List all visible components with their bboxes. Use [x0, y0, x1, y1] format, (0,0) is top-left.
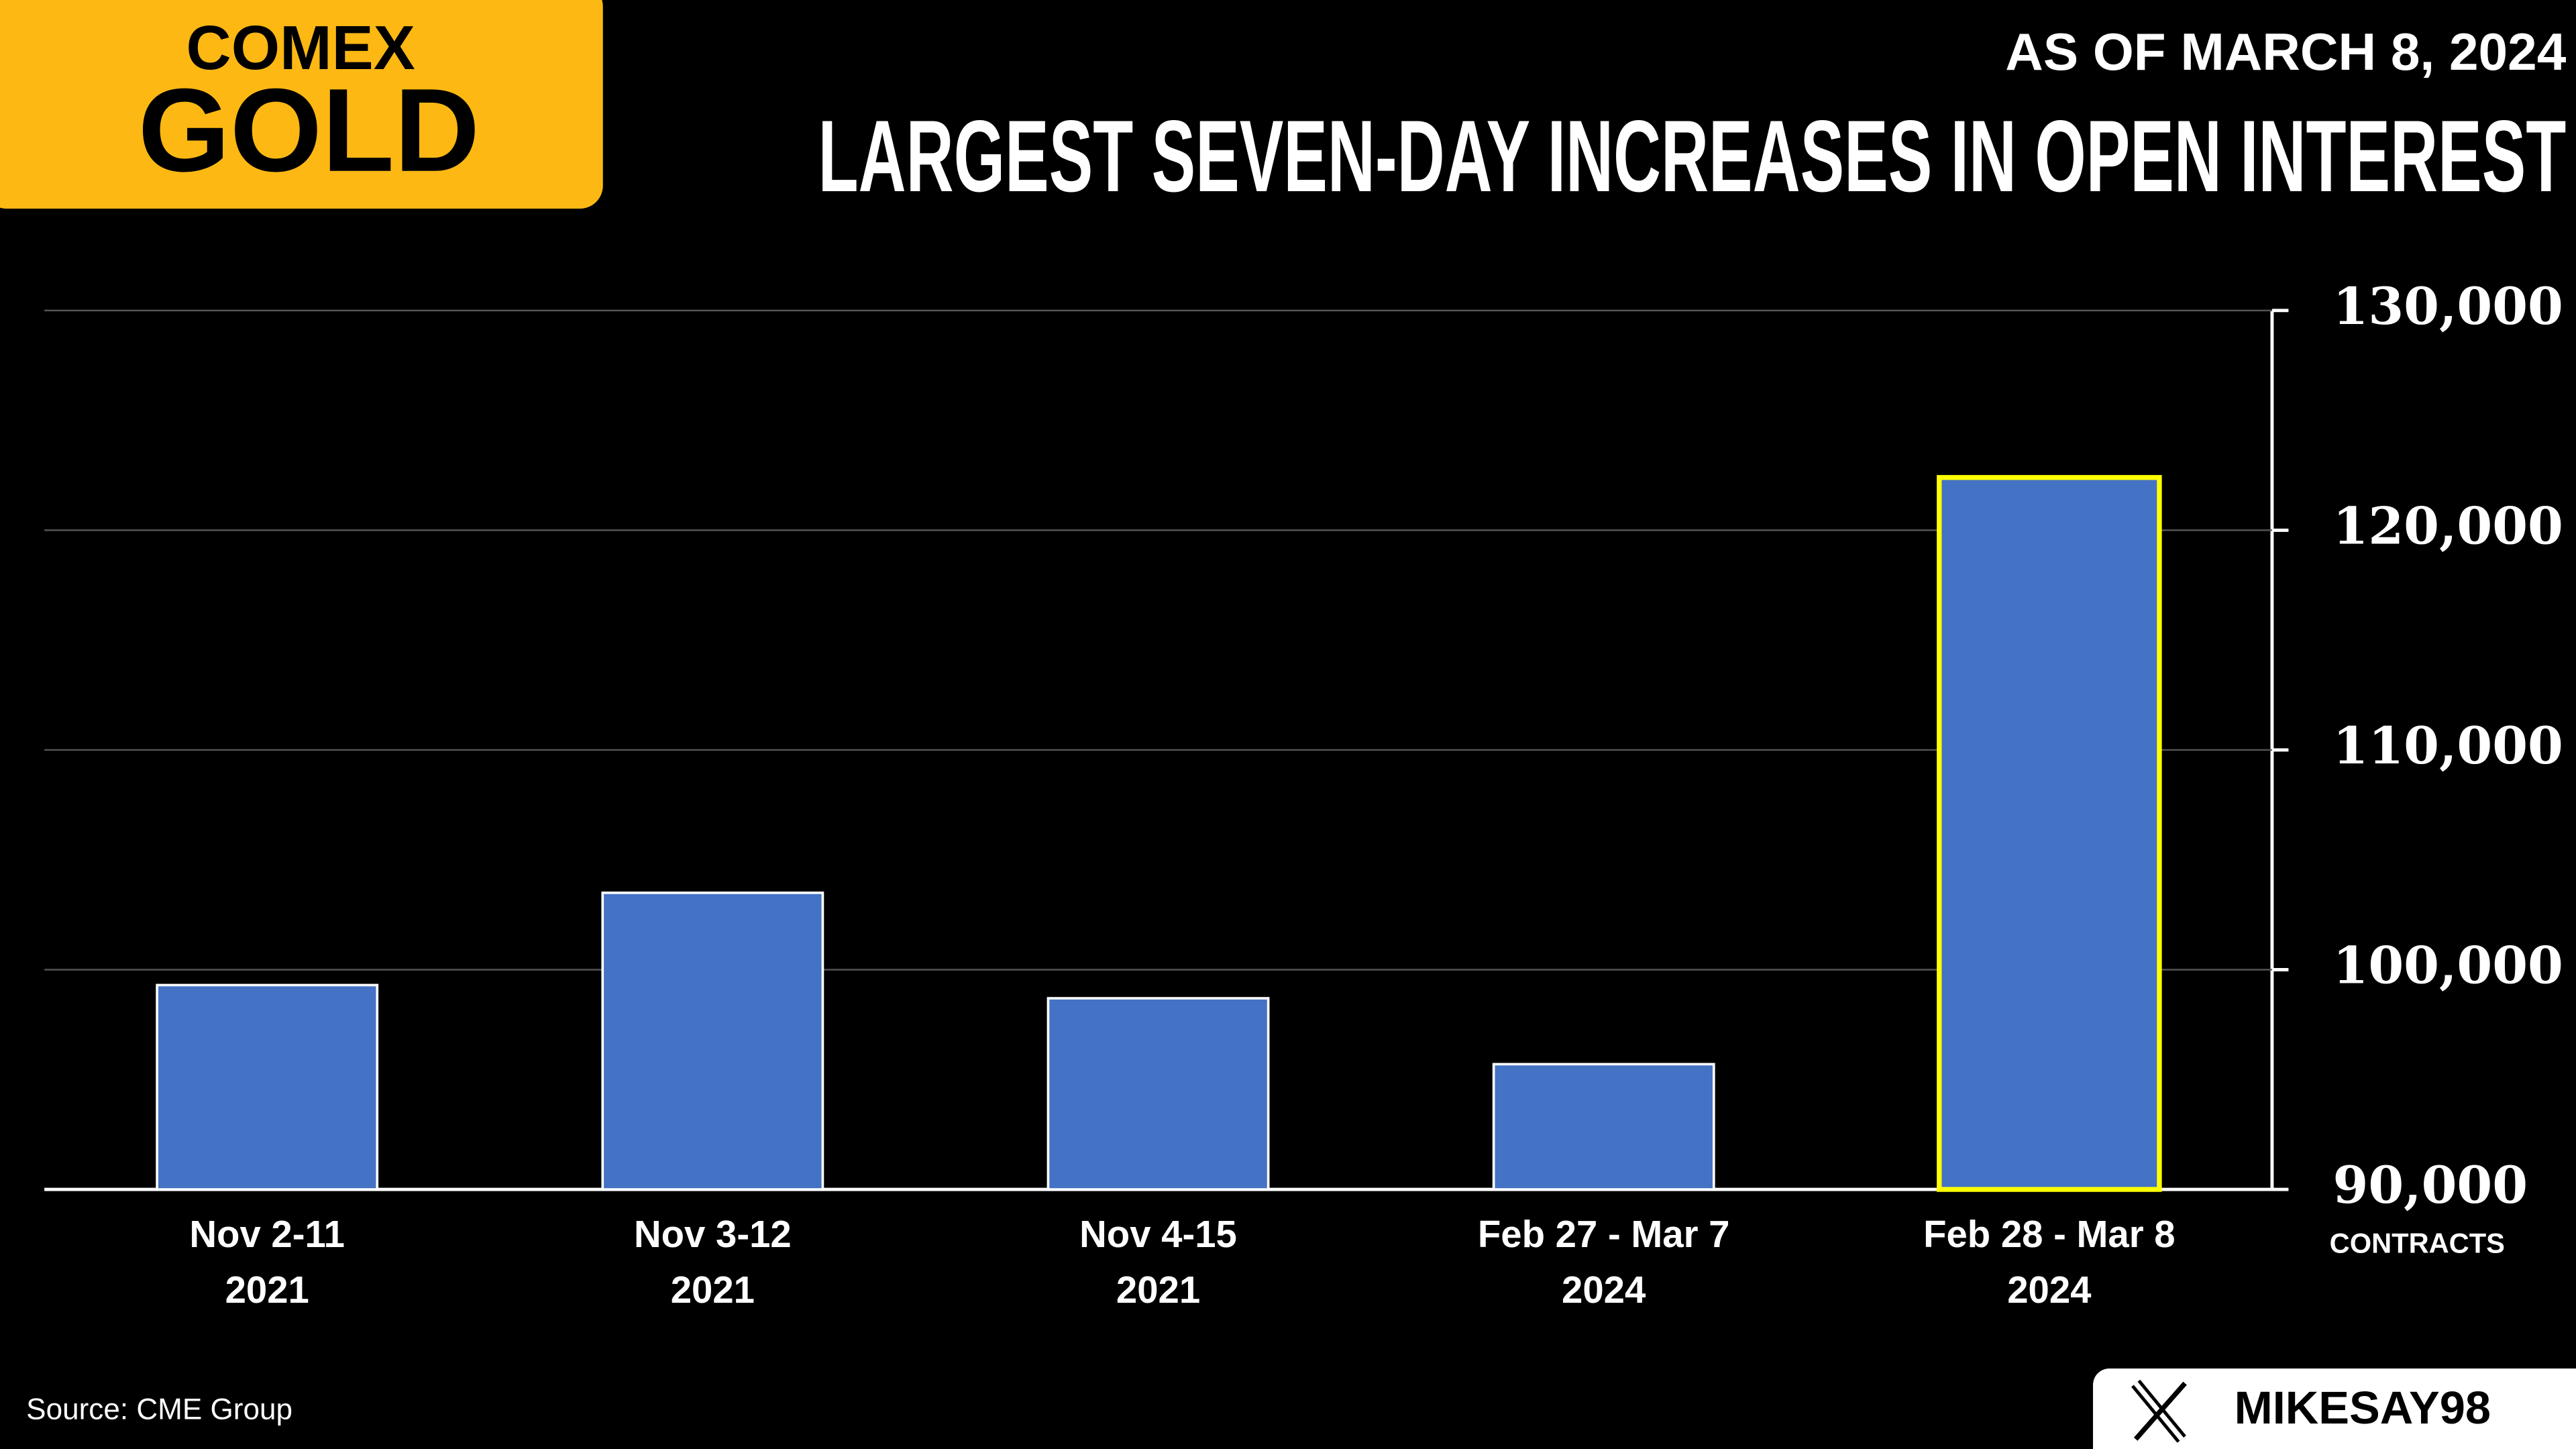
x-tick-label: 2021 [671, 1269, 755, 1311]
logo-box [0, 0, 603, 209]
x-tick-label: 2024 [1562, 1269, 1646, 1311]
bar [1492, 1063, 1715, 1191]
x-tick-label: Nov 3-12 [634, 1213, 792, 1255]
source: Source: CME Group [26, 1393, 292, 1426]
y-tick-label: 100,000 [2333, 936, 2563, 996]
x-tick-label: 2024 [2007, 1269, 2092, 1311]
subtitle: AS OF MARCH 8, 2024 [2005, 22, 2566, 81]
x-tick-label: 2021 [1116, 1269, 1200, 1311]
x-tick-label: 2021 [225, 1269, 309, 1311]
y-tick-label: 120,000 [2333, 496, 2563, 555]
handle: MIKESAY98 [2235, 1382, 2491, 1434]
y-tick-label: 110,000 [2333, 716, 2563, 775]
chart-title: LARGEST SEVEN-DAY INCREASES IN OPEN INTE… [818, 100, 2567, 213]
x-tick-label: Feb 27 - Mar 7 [1478, 1213, 1730, 1255]
x-tick-label: Feb 28 - Mar 8 [1923, 1213, 2176, 1255]
y-tick-label: 90,000 [2333, 1155, 2528, 1215]
x-tick-label: Nov 2-11 [189, 1213, 345, 1255]
logo-bottom: GOLD [138, 64, 480, 197]
handle-box [2093, 1368, 2576, 1449]
y-tick-label: 130,000 [2333, 276, 2563, 336]
bar [601, 892, 824, 1191]
y-axis-label: CONTRACTS [2330, 1227, 2505, 1258]
x-tick-label: Nov 4-15 [1079, 1213, 1237, 1255]
x-logo [2131, 1379, 2187, 1443]
bar [156, 983, 379, 1191]
bar [1046, 997, 1270, 1191]
bar [1937, 475, 2162, 1192]
logo-top: COMEX [186, 13, 415, 83]
